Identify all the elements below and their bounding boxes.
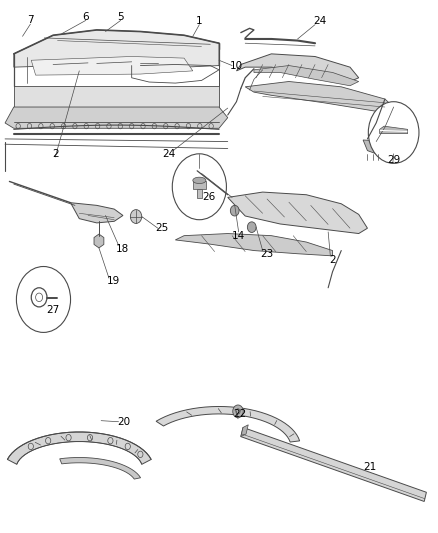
- Circle shape: [233, 405, 243, 418]
- Polygon shape: [237, 54, 359, 82]
- Text: 20: 20: [117, 417, 131, 427]
- Polygon shape: [14, 86, 219, 107]
- Polygon shape: [60, 457, 141, 479]
- Text: 2: 2: [52, 149, 59, 159]
- Circle shape: [247, 222, 256, 232]
- Text: 14: 14: [232, 231, 245, 241]
- Text: 29: 29: [387, 155, 400, 165]
- Polygon shape: [175, 233, 332, 256]
- Polygon shape: [380, 126, 408, 134]
- Polygon shape: [31, 56, 193, 75]
- Polygon shape: [7, 432, 151, 464]
- Text: 10: 10: [230, 61, 243, 70]
- Polygon shape: [363, 140, 385, 154]
- Polygon shape: [197, 189, 201, 198]
- Text: 23: 23: [261, 249, 274, 259]
- Text: 21: 21: [363, 463, 376, 472]
- Text: 26: 26: [202, 192, 215, 203]
- Polygon shape: [156, 407, 300, 442]
- Text: 24: 24: [162, 149, 175, 159]
- Ellipse shape: [193, 177, 206, 183]
- Polygon shape: [254, 66, 359, 86]
- Text: 19: 19: [107, 277, 120, 286]
- Circle shape: [131, 209, 142, 223]
- Circle shape: [16, 266, 71, 333]
- Text: 24: 24: [313, 16, 326, 26]
- Polygon shape: [241, 427, 427, 502]
- Text: 18: 18: [116, 244, 129, 254]
- Polygon shape: [94, 234, 104, 248]
- Circle shape: [230, 205, 239, 216]
- Text: 2: 2: [329, 255, 336, 265]
- Polygon shape: [5, 107, 228, 128]
- Text: 25: 25: [155, 223, 169, 233]
- Polygon shape: [193, 181, 206, 189]
- Polygon shape: [245, 82, 394, 111]
- Polygon shape: [241, 425, 248, 437]
- Text: 7: 7: [27, 15, 34, 26]
- Circle shape: [172, 154, 226, 220]
- Text: 1: 1: [196, 16, 203, 26]
- Text: 22: 22: [233, 409, 247, 419]
- Polygon shape: [71, 203, 123, 223]
- Text: 5: 5: [117, 12, 124, 22]
- Polygon shape: [14, 30, 219, 67]
- Text: 27: 27: [46, 305, 60, 315]
- Text: 6: 6: [82, 12, 89, 22]
- Polygon shape: [228, 192, 367, 233]
- Circle shape: [368, 102, 419, 164]
